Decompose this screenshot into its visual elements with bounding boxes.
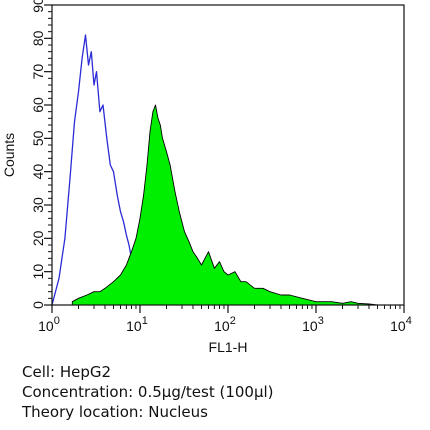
caption-cell: Cell: HepG2 (22, 363, 112, 381)
x-axis: 100 101 102 103 104 (38, 305, 412, 334)
y-axis: 0 10 20 30 40 50 60 70 80 90 (30, 0, 52, 309)
plot-frame (51, 4, 405, 306)
y-tick-label: 40 (30, 164, 46, 180)
x-tick-label: 104 (390, 315, 412, 334)
y-tick-label: 60 (30, 97, 46, 113)
flow-cytometry-histogram: 100 101 102 103 104 0 10 20 30 40 50 60 70 80 90 FL1-… (1, 0, 412, 355)
series-1-filled-histogram (71, 104, 378, 306)
y-tick-label: 20 (30, 230, 46, 246)
y-tick-label: 10 (30, 264, 46, 280)
y-tick-label: 0 (30, 301, 46, 309)
caption-location: Theory location: Nucleus (22, 403, 208, 421)
figure-caption: Cell: HepG2 Concentration: 0.5µg/test (1… (22, 362, 422, 422)
y-tick-label: 90 (30, 0, 46, 13)
x-tick-label: 102 (214, 315, 236, 334)
x-tick-label: 103 (302, 315, 324, 334)
y-tick-label: 50 (30, 130, 46, 146)
caption-concentration: Concentration: 0.5µg/test (100µl) (22, 383, 274, 401)
y-tick-label: 80 (30, 30, 46, 46)
x-tick-label: 101 (126, 315, 148, 334)
x-tick-label: 100 (38, 315, 60, 334)
x-axis-label: FL1-H (209, 339, 248, 355)
y-axis-label: Counts (1, 133, 17, 177)
y-tick-label: 70 (30, 64, 46, 80)
series-0-outline-histogram (51, 34, 145, 306)
series-layer (51, 34, 378, 306)
y-tick-label: 30 (30, 197, 46, 213)
